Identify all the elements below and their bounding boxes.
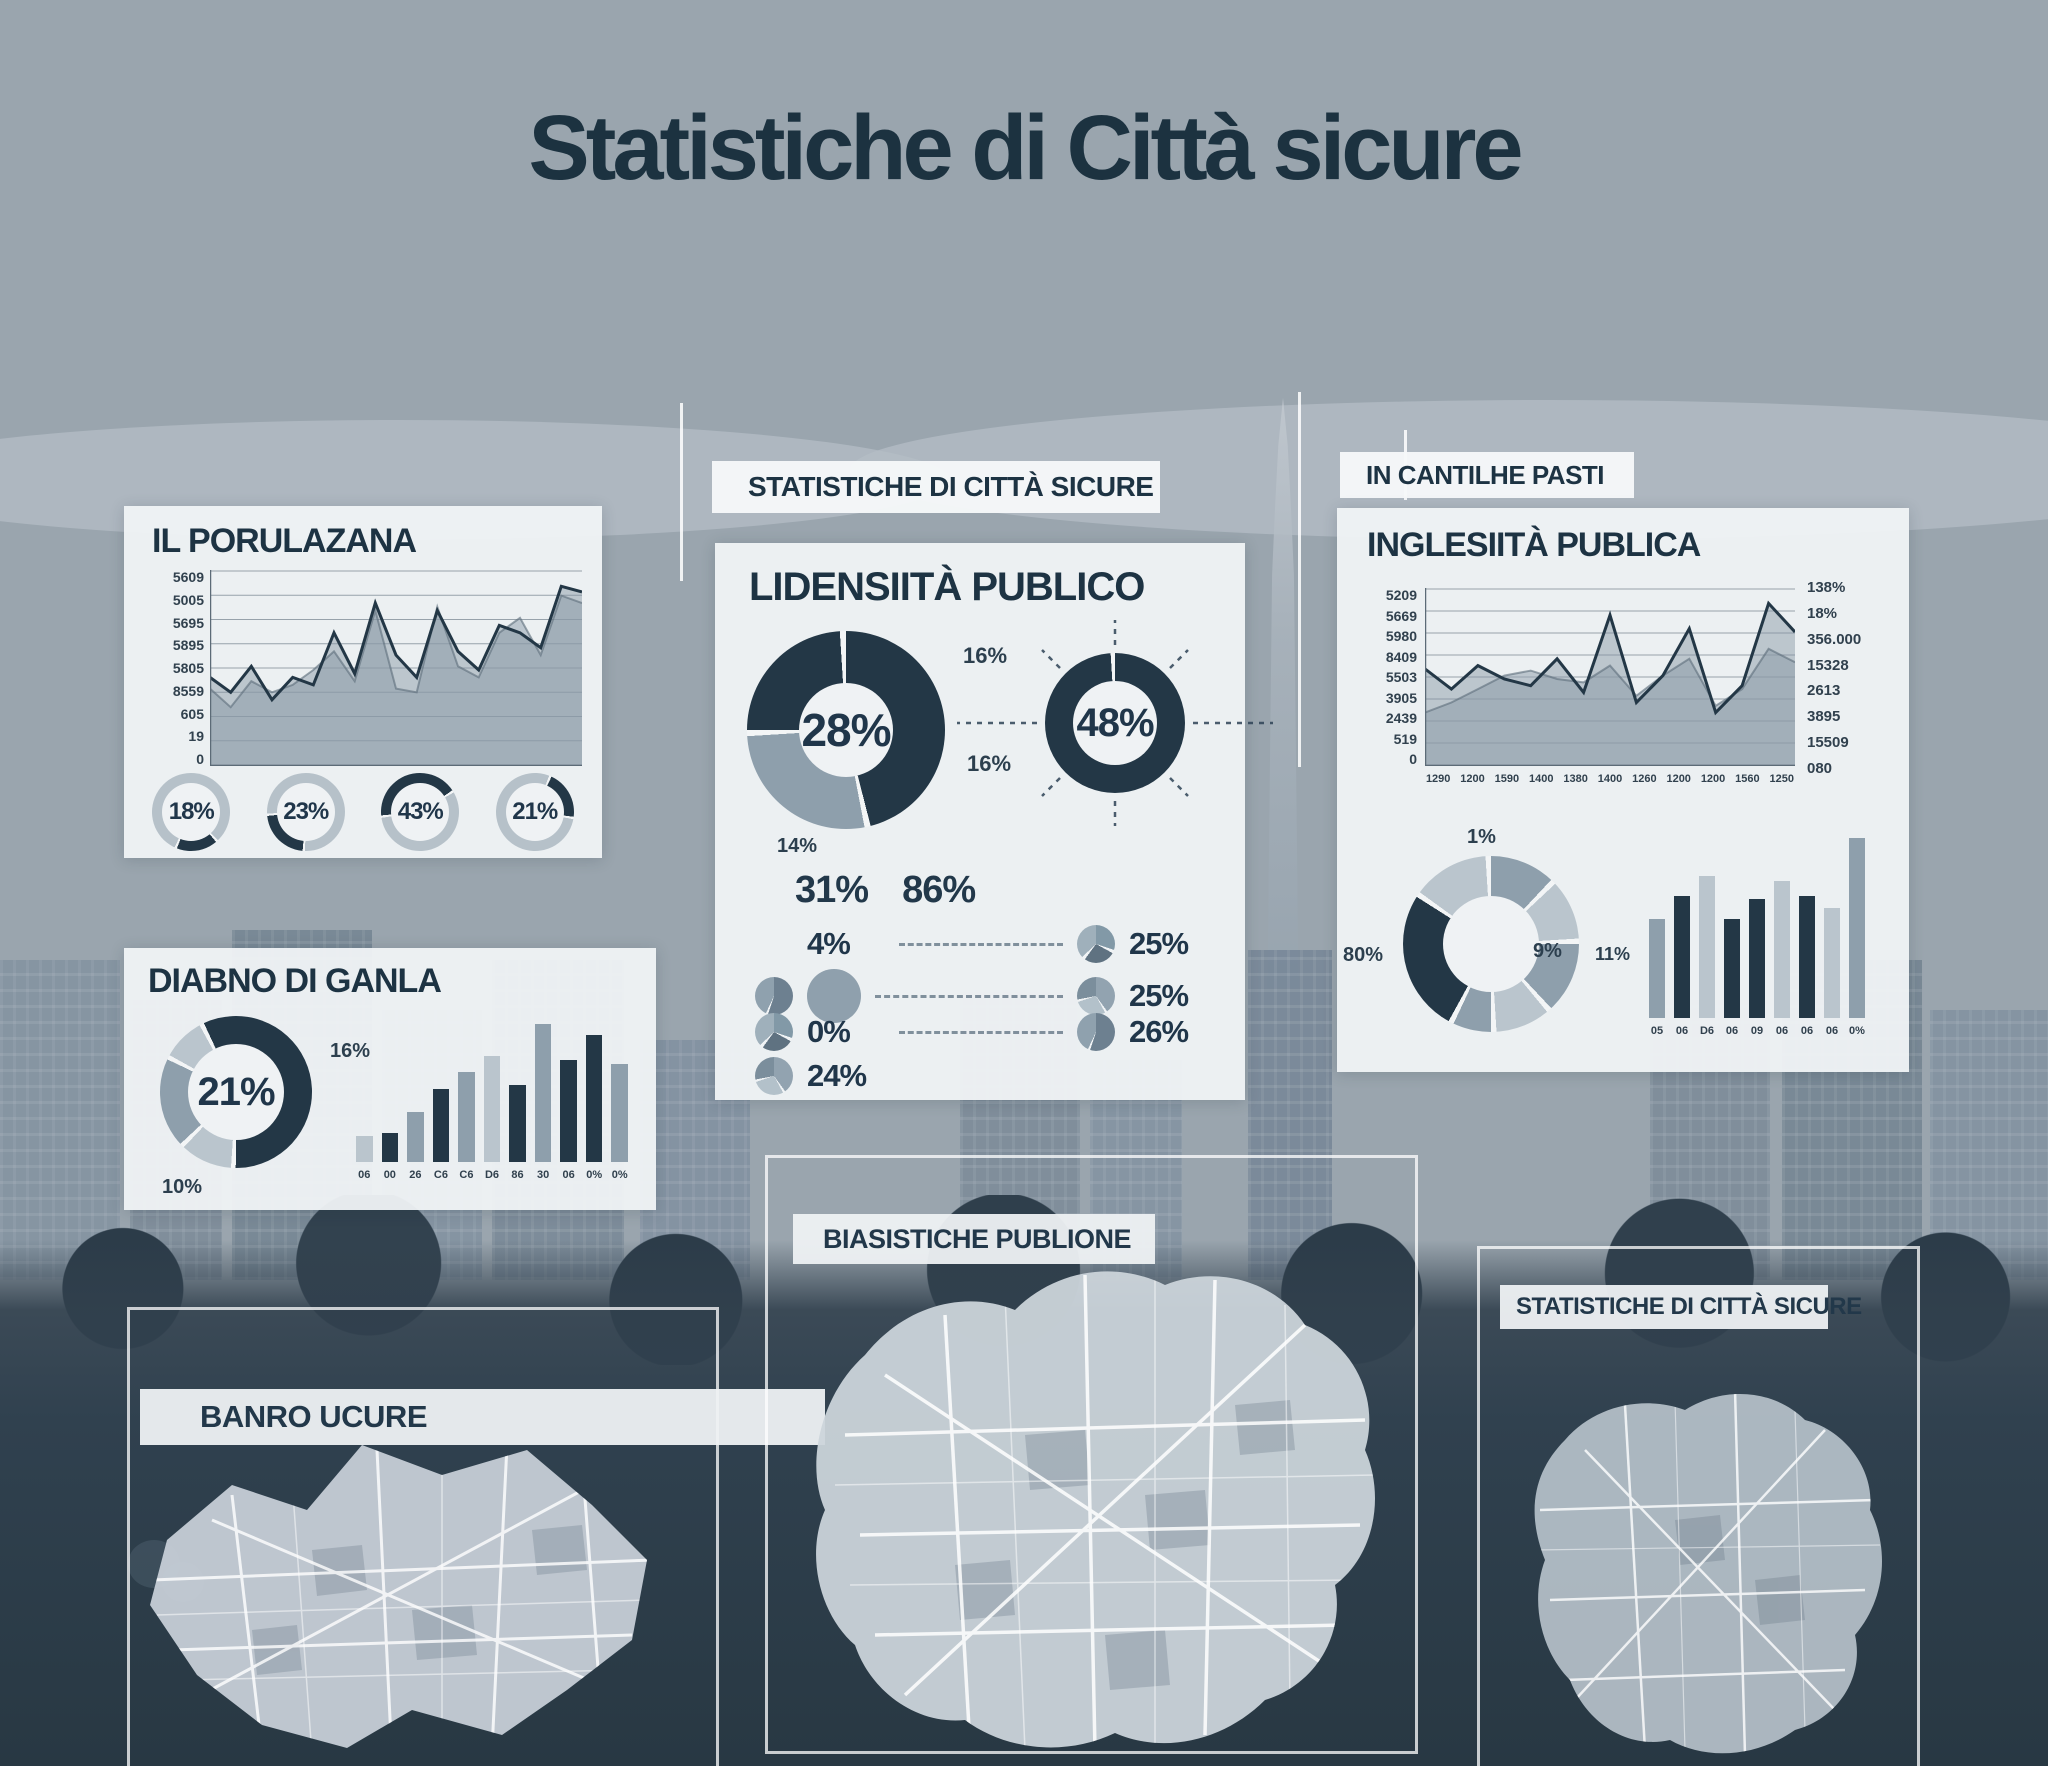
map-label-center-text: BIASISTICHE PUBLIONE (823, 1224, 1132, 1254)
pie-icon (755, 1057, 793, 1095)
dashed-connector (899, 1030, 1063, 1034)
city-map-left (150, 1445, 647, 1748)
diagno-donut-label-bottom: 10% (162, 1176, 203, 1198)
map-label-left-text: BANRO UCURE (200, 1399, 428, 1434)
map-frame-right (1477, 1246, 1920, 1766)
diagno-bar-chart (356, 1024, 629, 1162)
center-header-label: STATISTICHE DI CITTÀ SICURE (748, 471, 1154, 502)
population-panel-title: IL PORULAZANA (152, 522, 417, 560)
population-y-axis-ticks: 5609 5005 5695 5895 5805 8559 605 19 0 (172, 569, 204, 767)
population-donut-43: 43% (377, 769, 463, 855)
density-list-row: 24% (755, 1057, 1207, 1095)
insecurity-donut-label-left: 80% (1343, 944, 1384, 966)
density-panel: LIDENSIITÀ PUBLICO 28% 16% 16% 14% 48% 3… (715, 543, 1273, 1100)
map-frame-left (127, 1307, 719, 1766)
density-stat-a: 31% (795, 869, 869, 911)
diagno-donut-label-top: 16% (330, 1040, 371, 1062)
list-left-value: 4% (807, 926, 851, 961)
density-stat-b: 86% (902, 869, 976, 911)
insecurity-y-axis-right: 138% 18% 356.000 15328 2613 3895 15509 080 (1807, 579, 1862, 777)
list-left-value: 0% (807, 1014, 851, 1049)
density-donut-48: 48% (1045, 653, 1185, 793)
map-label-left: BANRO UCURE (140, 1389, 825, 1445)
density-panel-title: LIDENSIITÀ PUBLICO (749, 565, 1145, 609)
center-header-box: STATISTICHE DI CITTÀ SICURE (712, 461, 1160, 513)
right-header-box: IN CANTILHE PASTI (1340, 452, 1634, 498)
population-donut-row: 18% 23% 43% 21% (134, 757, 592, 867)
insecurity-x-axis: 1290 1200 1590 1400 1380 1400 1260 1200 1200 1560… (1425, 773, 1795, 785)
map-label-center: BIASISTICHE PUBLIONE (793, 1214, 1155, 1264)
diagno-bar-labels: 06 00 26 C6 C6 D6 86 30 06 0% 0% (358, 1169, 628, 1181)
dashed-connector (875, 994, 1063, 998)
list-left-value: 24% (807, 1058, 867, 1093)
sun-rays-decoration (957, 620, 1273, 826)
insecurity-bar-chart (1649, 838, 1865, 1018)
connector-line (1298, 392, 1301, 767)
blank-circle (807, 969, 861, 1023)
diagno-panel: DIABNO DI GANLA 21% 16% 10% 06 00 26 C6 C6 D6… (124, 948, 656, 1210)
right-header-label: IN CANTILHE PASTI (1366, 460, 1605, 490)
map-label-right-text: STATISTICHE DI CITTÀ SICURE (1516, 1293, 1862, 1320)
dashed-connector (899, 942, 1063, 946)
population-donut-23: 23% (263, 769, 349, 855)
density-donut-label-right: 16% (967, 751, 1012, 776)
population-donut-21: 21% (482, 760, 587, 864)
map-frame-center (765, 1155, 1418, 1754)
insecurity-line-chart (1425, 588, 1795, 766)
density-donut-label-bottom: 14% (777, 835, 818, 857)
density-donut-label-top: 16% (963, 643, 1008, 668)
pie-icon (755, 1013, 793, 1051)
insecurity-donut-label-top: 1% (1467, 826, 1496, 848)
diagno-panel-title: DIABNO DI GANLA (148, 962, 442, 1000)
population-panel: IL PORULAZANA 5609 5005 5695 5895 5805 8559 60… (124, 506, 602, 867)
pie-icon (1077, 977, 1115, 1015)
insecurity-donut (1403, 856, 1579, 1032)
density-list-row: 4% 25% (755, 925, 1207, 963)
insecurity-y-axis-left: 5209 5669 5980 8409 5503 3905 2439 519 0 (1385, 587, 1417, 767)
insecurity-donut-label-right: 11% (1595, 944, 1631, 964)
pie-icon (1077, 1013, 1115, 1051)
density-donut-28: 28% (747, 631, 945, 829)
insecurity-donut-label-mid: 9% (1533, 940, 1562, 962)
diagno-donut: 21% (135, 991, 337, 1193)
list-right-value: 25% (1129, 978, 1189, 1013)
pie-icon (1077, 925, 1115, 963)
city-map-center (816, 1271, 1375, 1748)
pie-icon (755, 977, 793, 1015)
list-right-value: 26% (1129, 1014, 1189, 1049)
density-list-row: 0% 26% (755, 1013, 1207, 1051)
list-right-value: 25% (1129, 926, 1189, 961)
insecurity-bar-labels: 05 06 D6 06 09 06 06 06 0% (1650, 1025, 1865, 1037)
page-title: Statistiche di Città sicure (528, 97, 1523, 199)
insecurity-panel-title: INGLESIITÀ PUBLICA (1367, 526, 1701, 564)
density-list-row: 25% (755, 969, 1207, 1023)
map-label-right: STATISTICHE DI CITTÀ SICURE (1500, 1285, 1862, 1329)
population-line-chart (210, 570, 582, 766)
pie-icon (755, 925, 793, 963)
connector-line (680, 403, 683, 581)
city-map-right (1534, 1393, 1882, 1754)
insecurity-panel: INGLESIITÀ PUBLICA 5209 5669 5980 8409 5503 3… (1337, 508, 1909, 1072)
population-donut-18: 18% (136, 757, 247, 867)
